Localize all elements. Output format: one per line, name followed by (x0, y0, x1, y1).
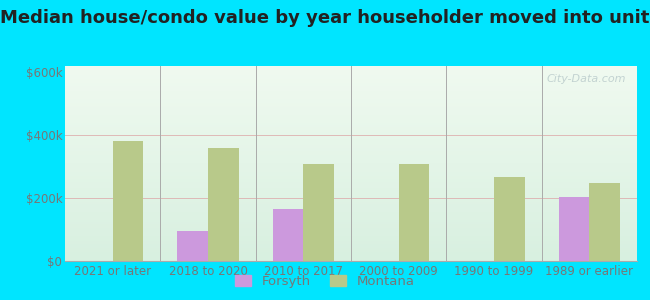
Bar (208, 148, 239, 261)
Bar (304, 164, 334, 261)
Legend: Forsyth, Montana: Forsyth, Montana (230, 270, 420, 293)
Bar (494, 177, 525, 261)
Bar (398, 164, 429, 261)
Text: Median house/condo value by year householder moved into unit: Median house/condo value by year househo… (0, 9, 650, 27)
Bar (273, 209, 304, 261)
Bar (177, 231, 208, 261)
Text: City-Data.com: City-Data.com (546, 74, 625, 84)
Bar (590, 183, 620, 261)
Bar (559, 196, 590, 261)
Bar (112, 141, 143, 261)
